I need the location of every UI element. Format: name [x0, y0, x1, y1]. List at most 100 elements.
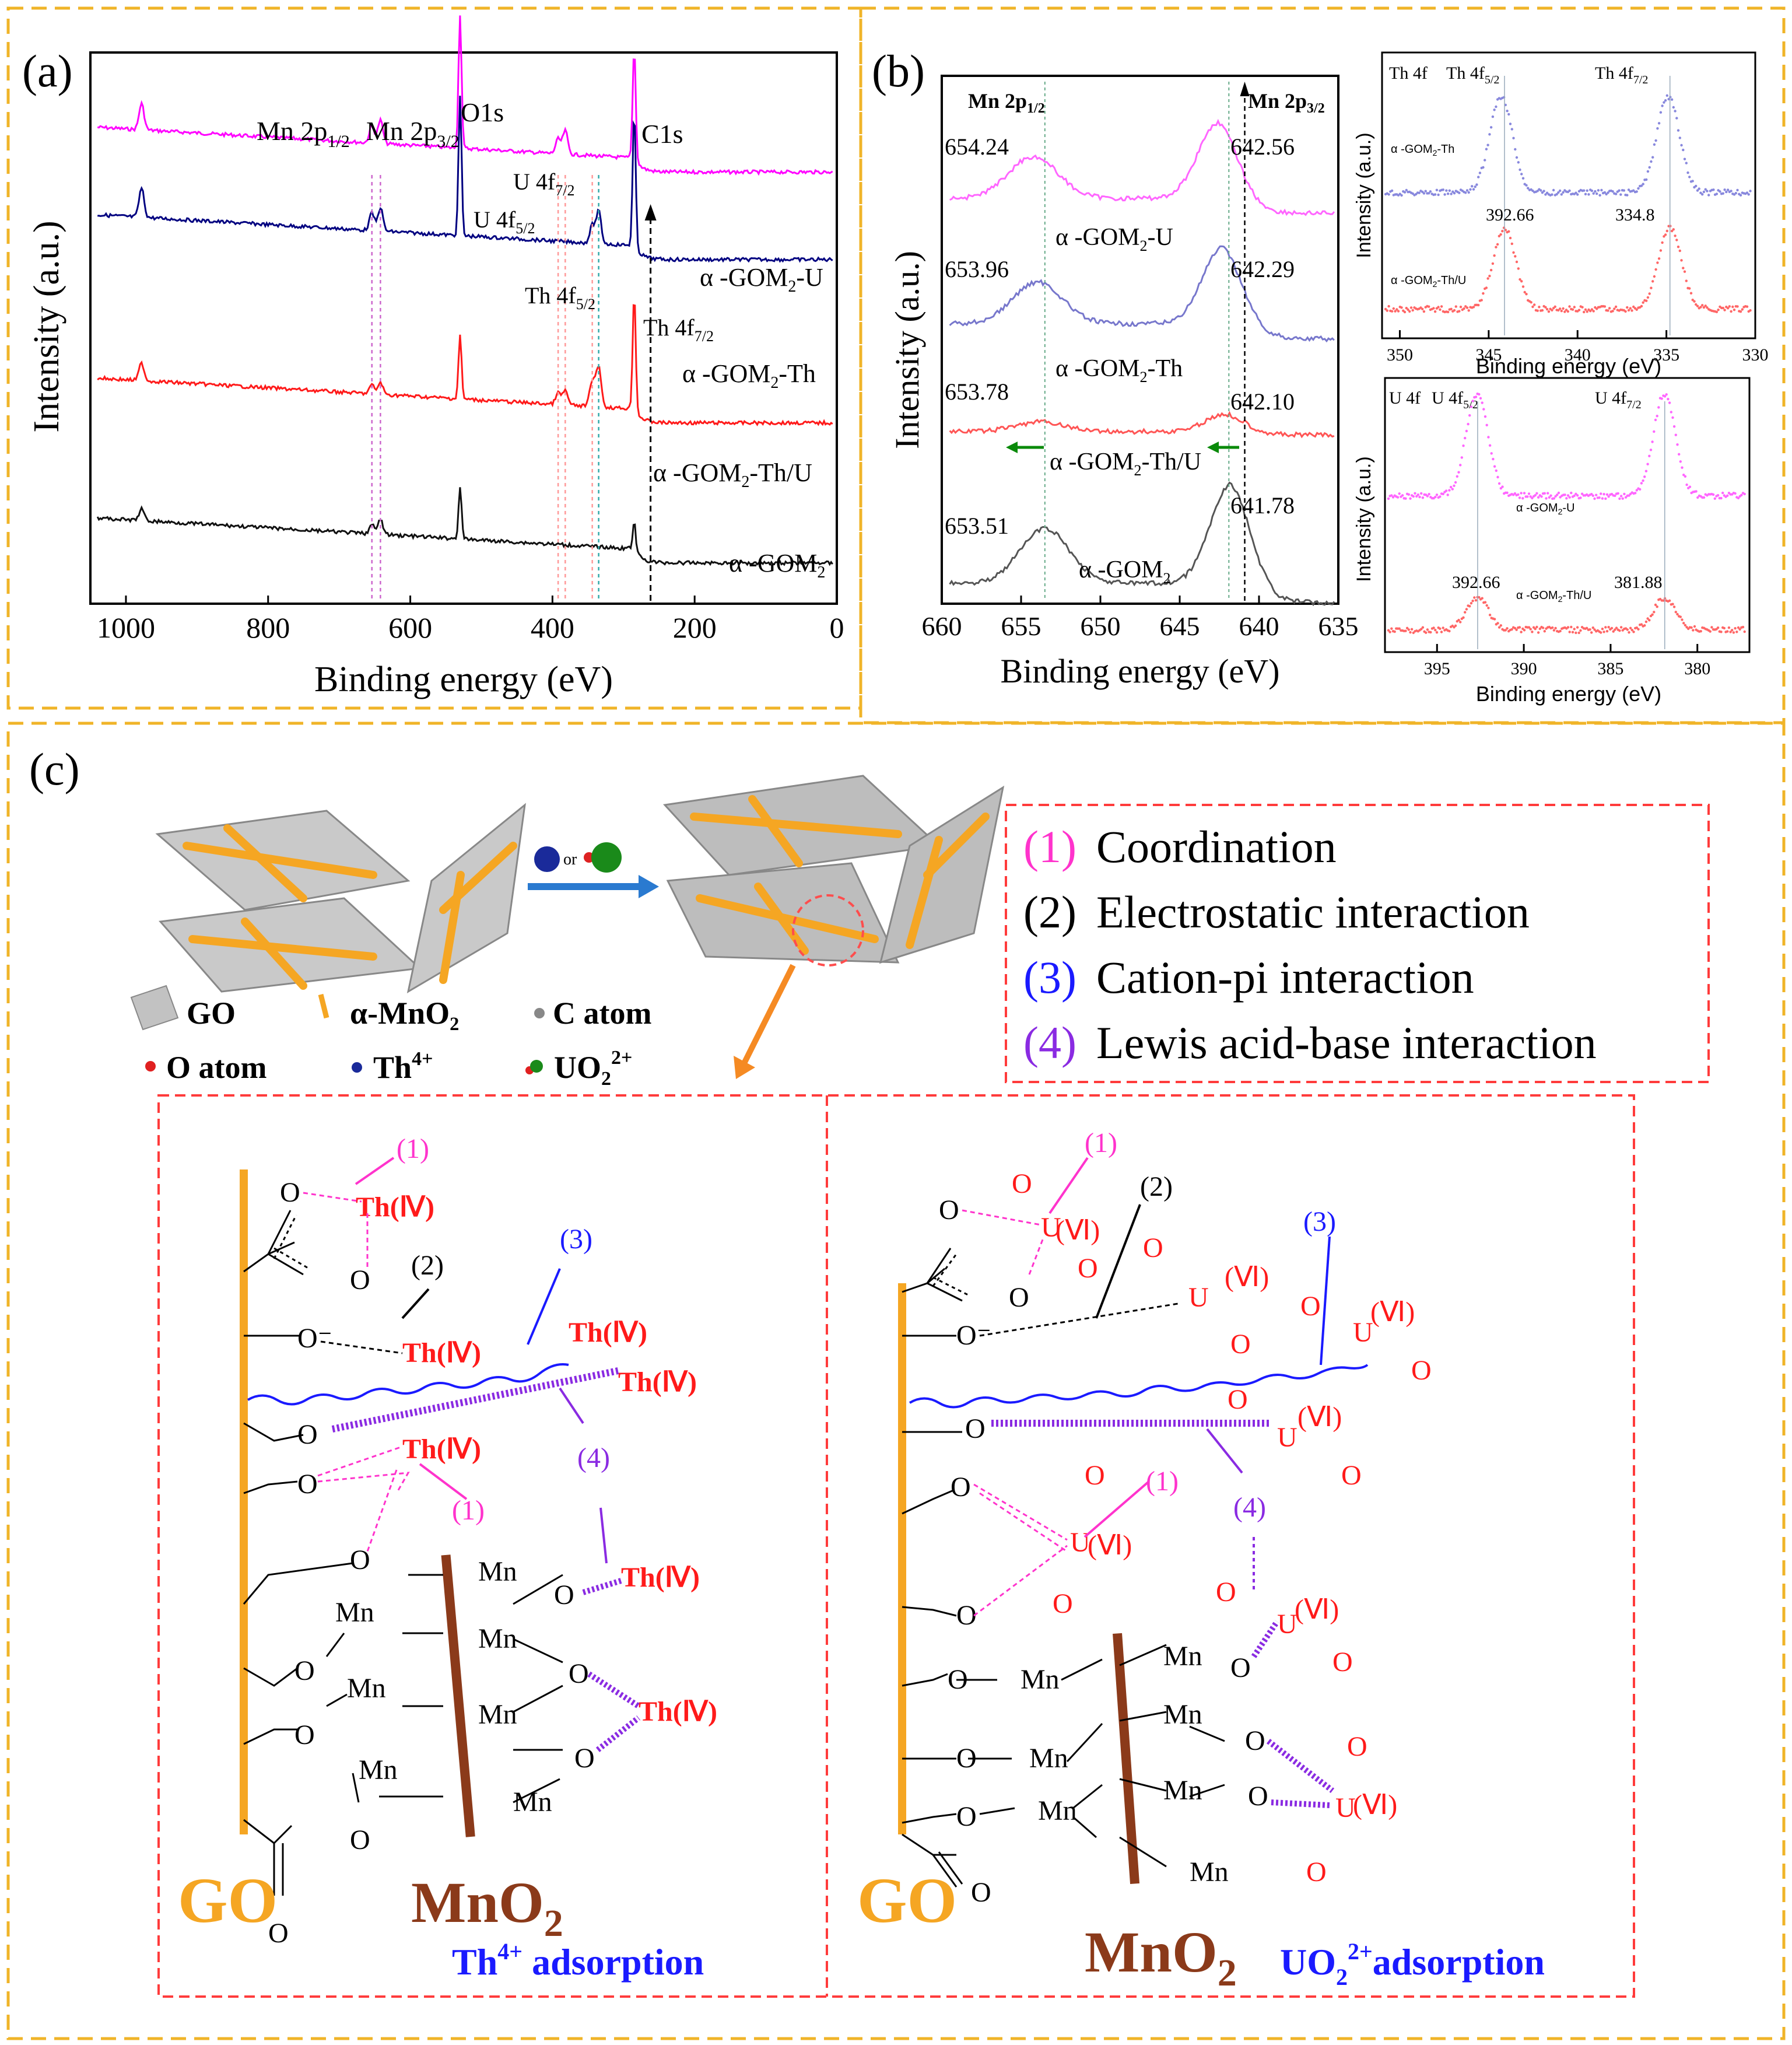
mechanism-4-index: (4) — [1023, 1017, 1076, 1068]
chart-th4f-point — [1509, 236, 1512, 240]
chart-th4f-point — [1663, 101, 1665, 104]
chart-u4f-point — [1639, 488, 1642, 491]
u-o-minus: O⁻ — [956, 1320, 991, 1351]
chart-u4f-point — [1629, 626, 1632, 630]
chart-th4f-point — [1493, 254, 1496, 257]
go-sheets-after — [662, 775, 1005, 967]
chart-u4f-point — [1660, 397, 1663, 400]
chart-a-series-line — [96, 487, 833, 566]
chart-u4f-point — [1588, 628, 1591, 631]
chart-u4f-point — [1632, 631, 1635, 633]
series-label-gom2-thu: α -GOM2-Th/U — [653, 458, 812, 491]
u-mn-2: Mn — [1029, 1743, 1068, 1774]
chart-th4f-point — [1646, 296, 1650, 299]
chart-th4f-point — [1686, 171, 1689, 174]
chart-u4f-point — [1688, 485, 1692, 488]
chart-b-peak-value-left: 654.24 — [945, 134, 1009, 160]
chart-th4f-point — [1648, 292, 1651, 295]
chart-th4f-point — [1411, 309, 1414, 312]
chart-u4f-point — [1513, 492, 1517, 495]
chart-u4f-point — [1404, 629, 1407, 632]
chart-u4f-point — [1456, 475, 1458, 478]
chart-u4f-point — [1484, 415, 1487, 418]
chart-u4f-point — [1734, 492, 1737, 495]
chart-th4f-point — [1682, 267, 1685, 269]
chart-th4f-point — [1536, 309, 1539, 312]
chart-th4f-point — [1630, 309, 1633, 312]
chart-th4f-point — [1525, 293, 1528, 296]
chart-u4f-point — [1538, 627, 1541, 631]
chart-u4f-point — [1682, 622, 1685, 625]
chart-th4f-point — [1730, 310, 1733, 313]
chart-th4f-point — [1653, 275, 1656, 278]
chart-th4f-point — [1422, 192, 1426, 195]
chart-th4f-point — [1682, 148, 1685, 152]
chart-u4f-point — [1548, 496, 1551, 499]
chart-th4f-point — [1603, 305, 1607, 308]
chart-u4f-point — [1468, 605, 1471, 608]
chart-u4f-point — [1545, 497, 1548, 500]
legend-uo2: UO22+ — [554, 1047, 632, 1090]
chart-u4f-point — [1464, 436, 1467, 440]
chart-th4f-point — [1448, 189, 1451, 192]
u-uo2-1-o1: O — [1012, 1168, 1032, 1199]
chart-th4f-point — [1726, 188, 1730, 191]
chart-th4f-point — [1435, 188, 1439, 191]
chart-u4f-point — [1568, 496, 1571, 499]
chart-th4f-point — [1736, 305, 1739, 308]
adsorption-arrow: or — [528, 842, 659, 898]
chart-u4f-point — [1412, 495, 1415, 498]
chart-u4f-point — [1506, 627, 1509, 630]
chart-th4f-xtick-label: 340 — [1565, 345, 1591, 365]
chart-u4f-point — [1601, 497, 1604, 500]
chart-th4f-point — [1510, 242, 1513, 246]
chart-th4f-point — [1496, 243, 1499, 246]
chart-u4f-point — [1577, 631, 1580, 635]
chart-u4f-point — [1434, 629, 1437, 632]
chart-u4f-point — [1439, 495, 1442, 498]
th-o-7: O — [294, 1720, 315, 1750]
chart-th4f-point — [1573, 306, 1576, 309]
chart-th4f-point — [1613, 307, 1616, 310]
mechanism-4-name: Lewis acid-base interaction — [1096, 1017, 1597, 1068]
chart-a-series-line — [97, 96, 833, 263]
chart-th4f-point — [1741, 308, 1744, 311]
peak-label-u4f52: U 4f5/2 — [474, 206, 535, 237]
chart-u4f-point — [1648, 454, 1651, 457]
chart-th4f-point — [1453, 192, 1456, 195]
chart-th4f-point — [1437, 306, 1440, 309]
chart-u4f-point — [1678, 453, 1681, 456]
chart-u4f-point — [1527, 626, 1531, 629]
chart-th4f-point — [1622, 189, 1625, 192]
u-uo2-5-val: (Ⅵ) — [1088, 1530, 1132, 1561]
chart-th4f-point — [1525, 184, 1528, 187]
chart-u4f-ylabel: Intensity (a.u.) — [1353, 456, 1375, 582]
mno2-backbone-left — [441, 1554, 475, 1837]
chart-u4f-point — [1493, 465, 1496, 468]
chart-u4f-point — [1741, 625, 1745, 629]
th-ion-1: Th(Ⅳ) — [356, 1192, 434, 1223]
chart-th4f-point — [1403, 310, 1407, 314]
chart-u4f-point — [1610, 626, 1614, 630]
chart-th4f-point — [1384, 307, 1387, 311]
shift-arrowhead-right — [1207, 442, 1219, 453]
chart-th4f-point — [1558, 189, 1562, 192]
chart-u4f-point — [1579, 496, 1582, 499]
chart-th4f-point — [1392, 307, 1395, 310]
th-o-minus: O⁻ — [297, 1323, 332, 1354]
chart-th4f-point — [1680, 143, 1683, 147]
chart-u4f-point — [1390, 627, 1393, 630]
u-label-1b: (1) — [1146, 1466, 1179, 1497]
chart-u4f-point — [1464, 611, 1467, 614]
chart-th4f-point — [1397, 310, 1400, 313]
th-o-6: O — [294, 1655, 315, 1686]
chart-b-series-line — [949, 411, 1335, 439]
chart-b-header-right: Mn 2p3/2 — [1248, 89, 1325, 116]
chart-u4f-point — [1409, 497, 1412, 500]
chart-th4f-point — [1590, 189, 1594, 192]
chart-u4f-point — [1474, 599, 1478, 602]
chart-th4f-point — [1442, 188, 1444, 191]
chart-u4f-point — [1702, 496, 1706, 499]
chart-th4f-point — [1654, 139, 1657, 142]
th-ion-2: Th(Ⅳ) — [402, 1337, 481, 1368]
